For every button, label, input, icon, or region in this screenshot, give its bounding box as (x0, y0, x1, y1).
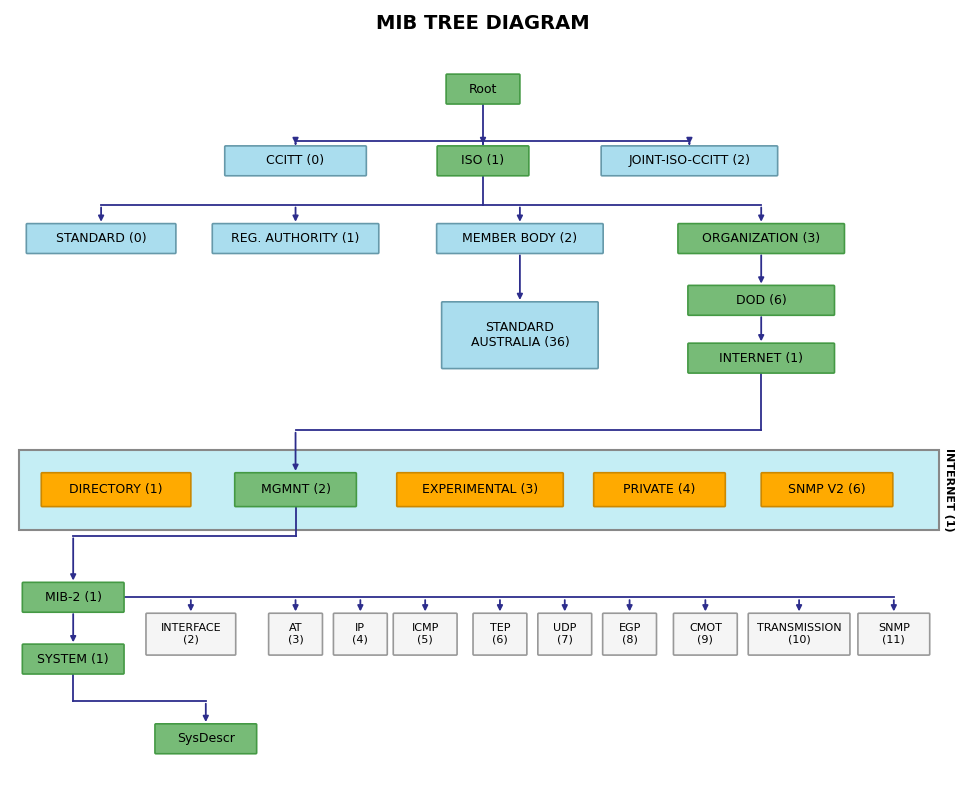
FancyBboxPatch shape (446, 74, 520, 104)
FancyBboxPatch shape (473, 613, 526, 655)
FancyBboxPatch shape (225, 146, 366, 175)
Text: MIB TREE DIAGRAM: MIB TREE DIAGRAM (376, 13, 590, 33)
FancyBboxPatch shape (393, 613, 457, 655)
FancyBboxPatch shape (22, 582, 124, 612)
FancyBboxPatch shape (42, 472, 191, 506)
FancyBboxPatch shape (397, 472, 563, 506)
FancyBboxPatch shape (688, 343, 835, 373)
FancyBboxPatch shape (19, 450, 939, 529)
FancyBboxPatch shape (146, 613, 236, 655)
FancyBboxPatch shape (269, 613, 323, 655)
Text: CMOT
(9): CMOT (9) (689, 623, 722, 645)
Text: STANDARD
AUSTRALIA (36): STANDARD AUSTRALIA (36) (470, 322, 569, 349)
Text: MEMBER BODY (2): MEMBER BODY (2) (463, 232, 578, 245)
Text: INTERNET (1): INTERNET (1) (944, 448, 953, 532)
FancyBboxPatch shape (603, 613, 657, 655)
Text: DOD (6): DOD (6) (736, 294, 786, 307)
Text: TRANSMISSION
(10): TRANSMISSION (10) (756, 623, 841, 645)
Text: STANDARD (0): STANDARD (0) (56, 232, 147, 245)
Text: JOINT-ISO-CCITT (2): JOINT-ISO-CCITT (2) (629, 154, 751, 167)
Text: TEP
(6): TEP (6) (490, 623, 510, 645)
Text: IP
(4): IP (4) (353, 623, 368, 645)
FancyBboxPatch shape (688, 285, 835, 315)
Text: SNMP
(11): SNMP (11) (878, 623, 910, 645)
Text: SYSTEM (1): SYSTEM (1) (38, 653, 109, 665)
FancyBboxPatch shape (333, 613, 387, 655)
Text: ICMP
(5): ICMP (5) (412, 623, 439, 645)
Text: DIRECTORY (1): DIRECTORY (1) (70, 483, 163, 496)
Text: PRIVATE (4): PRIVATE (4) (623, 483, 696, 496)
FancyBboxPatch shape (155, 724, 257, 754)
Text: AT
(3): AT (3) (288, 623, 303, 645)
FancyBboxPatch shape (438, 146, 528, 175)
FancyBboxPatch shape (673, 613, 737, 655)
Text: SNMP V2 (6): SNMP V2 (6) (788, 483, 866, 496)
FancyBboxPatch shape (235, 472, 356, 506)
Text: UDP
(7): UDP (7) (554, 623, 577, 645)
FancyBboxPatch shape (441, 302, 598, 369)
FancyBboxPatch shape (538, 613, 592, 655)
FancyBboxPatch shape (678, 224, 844, 254)
FancyBboxPatch shape (26, 224, 176, 254)
Text: INTERFACE
(2): INTERFACE (2) (160, 623, 221, 645)
Text: CCITT (0): CCITT (0) (267, 154, 325, 167)
FancyBboxPatch shape (601, 146, 778, 175)
Text: MIB-2 (1): MIB-2 (1) (44, 591, 101, 604)
Text: INTERNET (1): INTERNET (1) (720, 352, 803, 365)
Text: ORGANIZATION (3): ORGANIZATION (3) (702, 232, 820, 245)
Text: MGMNT (2): MGMNT (2) (261, 483, 330, 496)
Text: SysDescr: SysDescr (177, 732, 235, 745)
Text: ISO (1): ISO (1) (462, 154, 504, 167)
Text: REG. AUTHORITY (1): REG. AUTHORITY (1) (231, 232, 359, 245)
Text: Root: Root (469, 83, 497, 96)
FancyBboxPatch shape (594, 472, 725, 506)
FancyBboxPatch shape (761, 472, 893, 506)
FancyBboxPatch shape (749, 613, 850, 655)
Text: EXPERIMENTAL (3): EXPERIMENTAL (3) (422, 483, 538, 496)
FancyBboxPatch shape (858, 613, 929, 655)
FancyBboxPatch shape (22, 644, 124, 674)
FancyBboxPatch shape (437, 224, 603, 254)
Text: EGP
(8): EGP (8) (618, 623, 640, 645)
FancyBboxPatch shape (213, 224, 379, 254)
